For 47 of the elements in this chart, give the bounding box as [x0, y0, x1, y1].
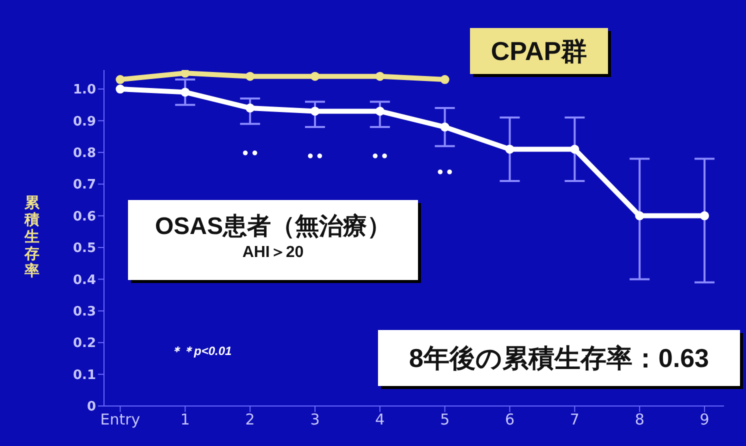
point [700, 211, 710, 220]
point [440, 122, 450, 132]
point [635, 211, 644, 220]
point [570, 144, 580, 154]
y-tick-label: 0.1 [72, 368, 96, 383]
y-tick-label: 0.9 [72, 114, 96, 130]
point [310, 72, 320, 81]
annotation: ● ● [306, 150, 324, 162]
point [180, 88, 190, 97]
point [310, 106, 320, 116]
annotation: ● ● [242, 146, 258, 159]
x-tick-label: 5 [440, 410, 450, 429]
annotation: AHI＞20 [241, 243, 305, 263]
y-tick-label: 0.3 [72, 304, 96, 320]
y-tick-label: 0.5 [72, 241, 96, 256]
x-tick-label: 9 [700, 410, 710, 429]
point [246, 72, 255, 81]
y-tick-label: 0.7 [72, 178, 96, 193]
point [375, 106, 384, 116]
annotation: 8年後の累積生存率：0.63 [378, 330, 740, 386]
y-tick-label: 0.6 [72, 209, 96, 224]
annotation: ＊＊p<0.01 [170, 343, 232, 360]
y-tick-label: 1.0 [72, 82, 96, 98]
annotation: ● ● [436, 166, 453, 178]
x-tick-label: 2 [245, 410, 255, 429]
point [440, 75, 450, 84]
point [375, 72, 384, 81]
point [505, 144, 514, 154]
point [246, 104, 255, 113]
y-tick-label: 0 [86, 400, 96, 415]
x-tick-label: 6 [504, 410, 515, 429]
x-tick-label: 7 [570, 410, 580, 429]
point [180, 70, 190, 78]
y-tick-label: 0.4 [72, 272, 96, 288]
x-tick-label: 8 [634, 410, 644, 429]
annotation: ● ● [372, 150, 388, 162]
x-tick-label: 3 [310, 410, 320, 429]
y-tick-label: 0.2 [72, 336, 96, 352]
y-axis-title: 累積生存率 [24, 194, 40, 280]
point [116, 84, 125, 94]
series-label: CPAP群 [470, 28, 608, 74]
x-tick-label: Entry [100, 410, 140, 429]
y-tick-label: 0.8 [72, 146, 96, 162]
point [116, 75, 125, 84]
x-tick-label: 1 [180, 410, 190, 429]
text: OSAS患者（無治療） [154, 212, 392, 242]
x-tick-label: 4 [375, 410, 385, 429]
